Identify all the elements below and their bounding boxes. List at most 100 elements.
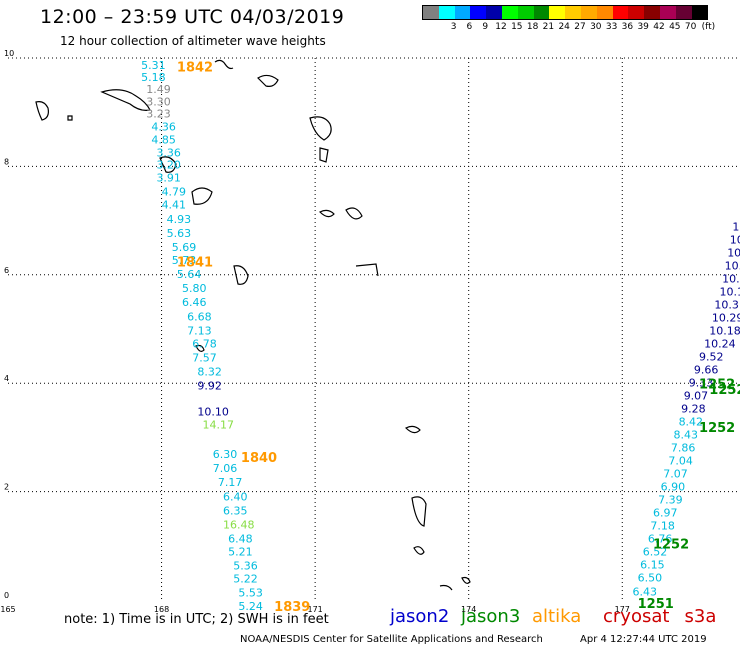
wave-height-label: 10.56 [725, 259, 740, 272]
lon-tick-label: 174 [461, 605, 476, 614]
wave-height-label: 10.45 [722, 272, 740, 285]
island-shape [35, 101, 49, 121]
wave-height-label: 3.23 [146, 108, 171, 121]
wave-height-label: 16.48 [223, 518, 255, 531]
colorbar-swatch [565, 6, 581, 19]
lat-tick-label: 6 [4, 266, 9, 275]
legend-item: jason3 [461, 606, 521, 627]
wave-height-label: 7.18 [650, 520, 675, 533]
lon-tick-label: 177 [615, 605, 630, 614]
colorbar-swatch [517, 6, 534, 19]
wave-height-label: 9.33 [689, 376, 714, 389]
colorbar-swatch [628, 6, 645, 19]
wave-height-label: 6.15 [640, 559, 665, 572]
wave-height-label: 6.35 [223, 504, 248, 517]
pass-time-label: 1842 [177, 61, 213, 76]
credit-text: NOAA/NESDIS Center for Satellite Applica… [240, 634, 543, 645]
colorbar-swatch [454, 6, 471, 19]
colorbar-swatch [438, 6, 455, 19]
wave-height-label: 7.39 [658, 494, 683, 507]
wave-height-label: 1.49 [146, 83, 171, 96]
colorbar-tick-labels: 3 6 9 12 15 18 21 24 27 30 33 36 39 42 45 70 (ft) [422, 22, 740, 33]
pass-time-label: 1252 [699, 421, 735, 436]
wave-height-label: 7.06 [213, 462, 238, 475]
wave-height-label: 3.20 [156, 159, 181, 172]
wave-height-label: 5.18 [141, 71, 166, 84]
island-shape [461, 576, 471, 584]
colorbar-tick-label: 21 [542, 22, 555, 32]
pass-time-label: 1252 [709, 383, 740, 398]
wave-height-label: 6.90 [661, 481, 686, 494]
island-shape [413, 546, 425, 555]
wave-height-label: 3.30 [146, 96, 171, 109]
wave-height-label: 5.64 [177, 268, 202, 281]
island-outlines [35, 59, 471, 591]
wave-height-label: 10.95 [732, 220, 740, 233]
lon-tick-label: 165 [0, 605, 15, 614]
colorbar-swatch [549, 6, 566, 19]
wave-height-label: 5.22 [233, 573, 258, 586]
colorbar-swatch [675, 6, 692, 19]
colorbar-swatch [580, 6, 597, 19]
island-shape [67, 115, 73, 121]
footer-note: note: 1) Time is in UTC; 2) SWH is in fe… [64, 612, 329, 627]
colorbar-tick-label: 18 [526, 22, 539, 32]
wave-height-label: 14.17 [203, 419, 235, 432]
island-shape [355, 263, 379, 277]
colorbar-swatch [691, 6, 708, 19]
wave-height-label: 10.12 [720, 285, 740, 298]
wave-height-label: 6.43 [633, 586, 658, 599]
wave-height-label: 9.07 [684, 389, 709, 402]
wave-height-label: 6.40 [223, 490, 248, 503]
wave-height-label: 10.18 [709, 324, 740, 337]
wave-height-label: 8.43 [673, 428, 698, 441]
wave-height-label: 7.04 [668, 455, 693, 468]
colorbar-swatch [501, 6, 518, 19]
island-shape [319, 147, 329, 163]
wave-height-label: 3.91 [156, 172, 181, 185]
wave-height-label: 10.73 [727, 246, 740, 259]
wave-height-label: 5.36 [233, 560, 258, 573]
legend-item: cryosat [603, 606, 670, 627]
pass-time-label: 1251 [638, 597, 674, 612]
wave-height-label: 5.63 [167, 227, 192, 240]
legend-item: s3a [684, 606, 717, 627]
wave-height-label: 9.52 [699, 350, 724, 363]
lat-tick-label: 2 [4, 483, 9, 492]
colorbar-swatch [596, 6, 613, 19]
lat-tick-label: 4 [4, 374, 9, 383]
wave-height-label: 9.92 [197, 380, 222, 393]
colorbar-swatch [612, 6, 629, 19]
wave-height-label: 10.84 [730, 233, 740, 246]
wave-height-label: 10.10 [197, 406, 229, 419]
island-shape [233, 265, 249, 285]
colorbar-tick-label: 24 [558, 22, 570, 32]
legend-item: jason2 [390, 606, 450, 627]
island-shape [257, 74, 279, 87]
wave-height-label: 7.57 [192, 352, 217, 365]
wave-height-label: 4.93 [167, 213, 192, 226]
colorbar-swatch [486, 6, 502, 19]
island-shape [439, 584, 453, 591]
pass-time-label: 1840 [241, 451, 277, 466]
island-shape [214, 59, 234, 70]
generated-timestamp: Apr 4 12:27:44 UTC 2019 [580, 634, 707, 645]
colorbar-unit-label: (ft) [701, 22, 716, 32]
wave-height-label: 9.66 [694, 363, 719, 376]
wave-height-label: 5.69 [172, 241, 197, 254]
colorbar-tick-label: 6 [466, 22, 473, 32]
wave-height-label: 6.46 [182, 296, 207, 309]
pass-time-label: 1252 [699, 378, 735, 393]
wave-height-label: 5.21 [228, 546, 253, 559]
wave-height-label: 10.31 [714, 298, 740, 311]
lon-tick-label: 171 [307, 605, 322, 614]
island-shape [411, 496, 427, 527]
wave-height-label: 4.36 [151, 121, 176, 134]
colorbar-tick-label: 33 [605, 22, 618, 32]
wave-height-label: 7.07 [663, 468, 688, 481]
colorbar-tick-label: 36 [621, 22, 634, 32]
wave-height-label: 6.78 [192, 337, 217, 350]
wave-height-label: 4.41 [162, 199, 187, 212]
wave-height-label: 6.52 [643, 546, 668, 559]
